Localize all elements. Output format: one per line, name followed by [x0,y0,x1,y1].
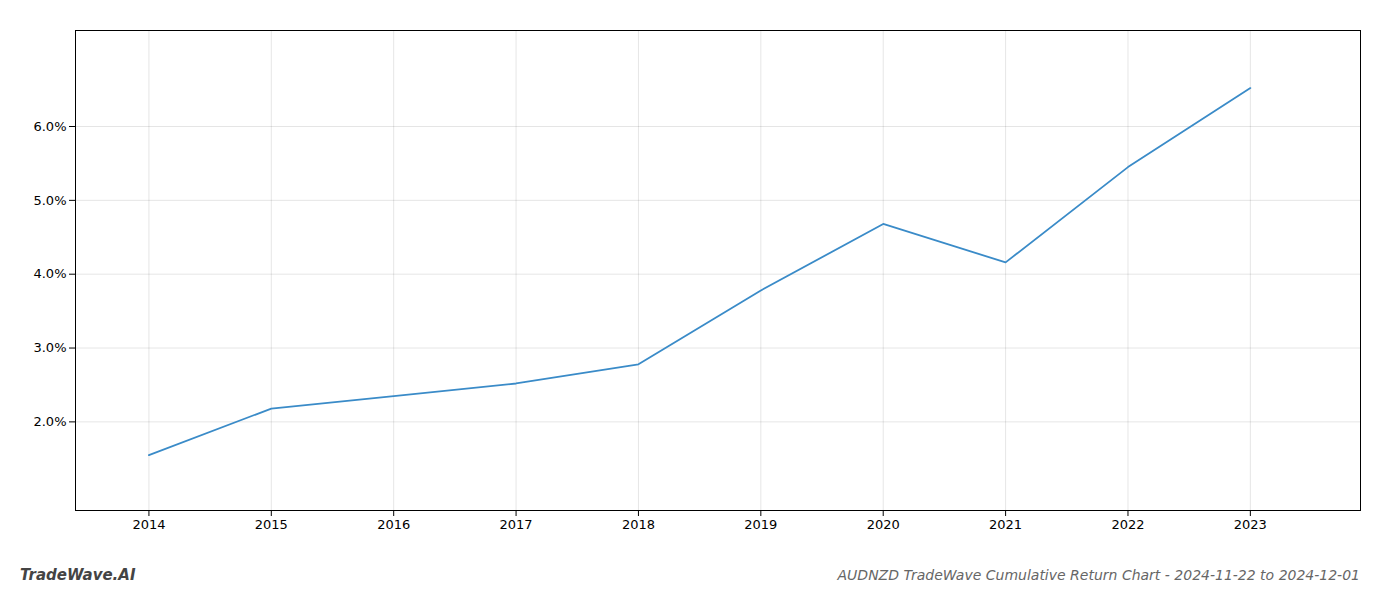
svg-text:5.0%: 5.0% [33,193,66,208]
svg-text:2022: 2022 [1111,517,1144,532]
svg-text:2023: 2023 [1234,517,1267,532]
svg-text:2020: 2020 [867,517,900,532]
svg-text:2014: 2014 [132,517,165,532]
svg-text:2018: 2018 [622,517,655,532]
html-text:AUDNZD TradeWave Cumulative Re: AUDNZD TradeWave Cumulative Return Chart… [837,567,1360,583]
svg-text:3.0%: 3.0% [33,340,66,355]
svg-text:2015: 2015 [255,517,288,532]
svg-text:2019: 2019 [744,517,777,532]
svg-text:4.0%: 4.0% [33,266,66,281]
svg-text:2016: 2016 [377,517,410,532]
html-text:TradeWave.AI: TradeWave.AI [20,566,136,584]
svg-text:2017: 2017 [500,517,533,532]
svg-text:2021: 2021 [989,517,1022,532]
svg-text:2.0%: 2.0% [33,414,66,429]
svg-text:6.0%: 6.0% [33,119,66,134]
